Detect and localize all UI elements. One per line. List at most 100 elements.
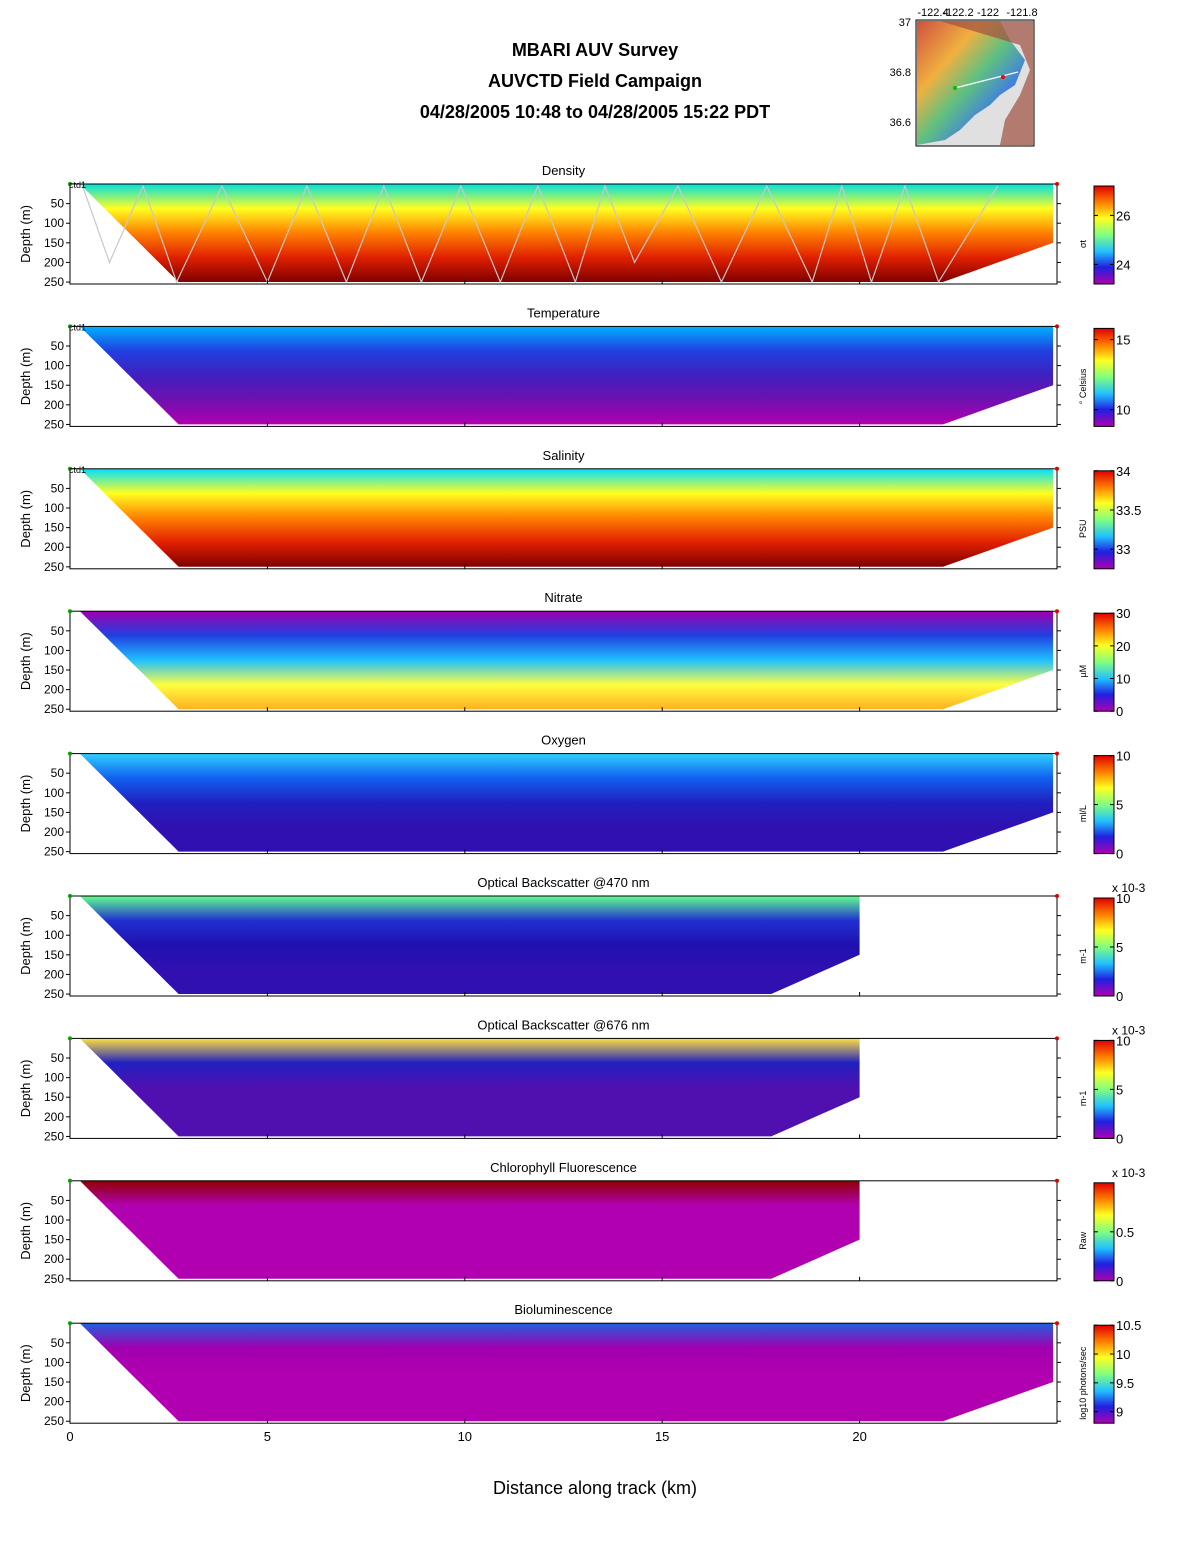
- start-marker: [68, 324, 72, 329]
- map-y-tick: 37: [899, 17, 911, 29]
- track-start-marker: [953, 86, 957, 90]
- map-x-tick: -122.4: [917, 7, 948, 19]
- panel-frame: [69, 1322, 1058, 1424]
- panel-frame: [69, 610, 1058, 712]
- colorbar-label: Raw: [1078, 1231, 1088, 1250]
- colorbar-label: m-1: [1078, 1091, 1088, 1107]
- end-marker: [1055, 609, 1059, 614]
- end-marker: [1055, 894, 1059, 898]
- y-tick-label: 50: [51, 1051, 65, 1065]
- y-tick-label: 50: [51, 766, 65, 780]
- y-tick-label: 250: [44, 560, 64, 574]
- colorbar-tick-label: 34: [1116, 464, 1130, 479]
- y-axis-label: Depth (m): [18, 632, 33, 690]
- panel-frame: [69, 1180, 1058, 1282]
- panel-bioluminescence: Bioluminescence 50 100 150 200 250 Depth (m) 9 9…: [18, 1302, 1141, 1428]
- colorbar-label: σt: [1078, 239, 1088, 248]
- panel-frame: [69, 753, 1058, 855]
- y-tick-label: 50: [51, 481, 65, 495]
- y-tick-label: 200: [44, 1110, 64, 1124]
- colorbar-tick-label: 10.5: [1116, 1318, 1141, 1333]
- y-axis-label: Depth (m): [18, 205, 33, 263]
- panel-title: Nitrate: [544, 590, 582, 605]
- panel-title: Density: [542, 163, 586, 178]
- auv-track-line: [954, 71, 1019, 89]
- y-tick-label: 150: [44, 236, 64, 250]
- track-end-marker: [1001, 75, 1005, 79]
- panel-frame: [69, 183, 1058, 285]
- y-tick-label: 200: [44, 540, 64, 554]
- colorbar: [1093, 470, 1115, 570]
- colorbar-label: log10 photons/sec: [1078, 1346, 1088, 1420]
- colorbar: [1093, 1324, 1115, 1424]
- colorbar-tick-label: 24: [1116, 257, 1130, 272]
- y-tick-label: 100: [44, 928, 64, 942]
- y-tick-label: 250: [44, 417, 64, 431]
- panel-title: Chlorophyll Fluorescence: [490, 1160, 637, 1175]
- y-axis-label: Depth (m): [18, 775, 33, 833]
- start-marker: [68, 1036, 72, 1041]
- panel-title: Salinity: [543, 448, 585, 463]
- y-tick-label: 250: [44, 845, 64, 859]
- y-axis-label: Depth (m): [18, 490, 33, 548]
- y-tick-label: 200: [44, 683, 64, 697]
- colorbar-tick-label: 5: [1116, 940, 1123, 955]
- y-tick-label: 250: [44, 1272, 64, 1286]
- colorbar-tick-label: 30: [1116, 606, 1130, 621]
- chart-title-line2: AUVCTD Field Campaign: [487, 71, 702, 91]
- panel-frame: [69, 325, 1058, 427]
- colorbar-tick-label: 10: [1116, 672, 1130, 687]
- panel-nitrate: Nitrate 50 100 150 200 250 Depth (m) 0 10 20 30 µM: [18, 590, 1130, 719]
- station-label: ctd1: [69, 465, 86, 475]
- end-marker: [1055, 1321, 1059, 1326]
- colorbar-label: ° Celsius: [1078, 368, 1088, 404]
- panel-title: Temperature: [527, 305, 600, 320]
- colorbar-exponent: x 10-3: [1112, 1023, 1146, 1037]
- data-field: [79, 611, 1054, 710]
- station-label: ctd1: [69, 322, 86, 332]
- y-tick-label: 250: [44, 987, 64, 1001]
- colorbar-tick-label: 10: [1116, 403, 1130, 418]
- x-tick-label: 10: [458, 1429, 472, 1444]
- x-tick-label: 15: [655, 1429, 669, 1444]
- panel-frame: [69, 895, 1058, 997]
- y-tick-label: 50: [51, 197, 65, 211]
- map-land-east: [940, 21, 1033, 145]
- panel-title: Optical Backscatter @676 nm: [477, 1017, 649, 1032]
- map-x-tick: -122.2: [942, 7, 973, 19]
- y-tick-label: 50: [51, 1193, 65, 1207]
- x-axis-label: Distance along track (km): [492, 1478, 698, 1498]
- colorbar-tick-label: 5: [1116, 1082, 1123, 1097]
- y-tick-label: 250: [44, 702, 64, 716]
- colorbar-tick-label: 10: [1116, 1033, 1130, 1048]
- y-tick-label: 150: [44, 1233, 64, 1247]
- data-field: [79, 184, 1054, 282]
- colorbar: [1093, 185, 1115, 285]
- colorbar-tick-label: 15: [1116, 333, 1130, 348]
- x-tick-label: 0: [66, 1429, 73, 1444]
- panel-chlorophyll-fluorescence: Chlorophyll Fluorescence 50 100 150 200 250 De…: [18, 1160, 1146, 1289]
- y-tick-label: 50: [51, 339, 65, 353]
- colorbar-tick-label: 10: [1116, 891, 1130, 906]
- map-x-tick: -122: [977, 7, 999, 19]
- colorbar-tick-label: 0: [1116, 1274, 1123, 1289]
- colorbar-label: PSU: [1078, 520, 1088, 539]
- y-axis-label: Depth (m): [18, 348, 33, 406]
- auv-yoyo-track: [81, 183, 999, 284]
- colorbar-tick-label: 5: [1116, 798, 1123, 813]
- data-field: [79, 468, 1054, 567]
- y-tick-label: 200: [44, 255, 64, 269]
- y-tick-label: 100: [44, 1071, 64, 1085]
- map-x-tick: -121.8: [1006, 7, 1037, 19]
- panel-title: Bioluminescence: [514, 1302, 612, 1317]
- colorbar-exponent: x 10-3: [1112, 1166, 1146, 1180]
- colorbar-tick-label: 0.5: [1116, 1225, 1134, 1240]
- colorbar-tick-label: 0: [1116, 1131, 1123, 1146]
- y-tick-label: 200: [44, 1252, 64, 1266]
- y-axis-label: Depth (m): [18, 1060, 33, 1118]
- colorbar-tick-label: 26: [1116, 208, 1130, 223]
- colorbar-tick-label: 0: [1116, 847, 1123, 862]
- y-tick-label: 50: [51, 624, 65, 638]
- panel-optical-backscatter-676-nm: Optical Backscatter @676 nm5010015020025…: [18, 1017, 1146, 1146]
